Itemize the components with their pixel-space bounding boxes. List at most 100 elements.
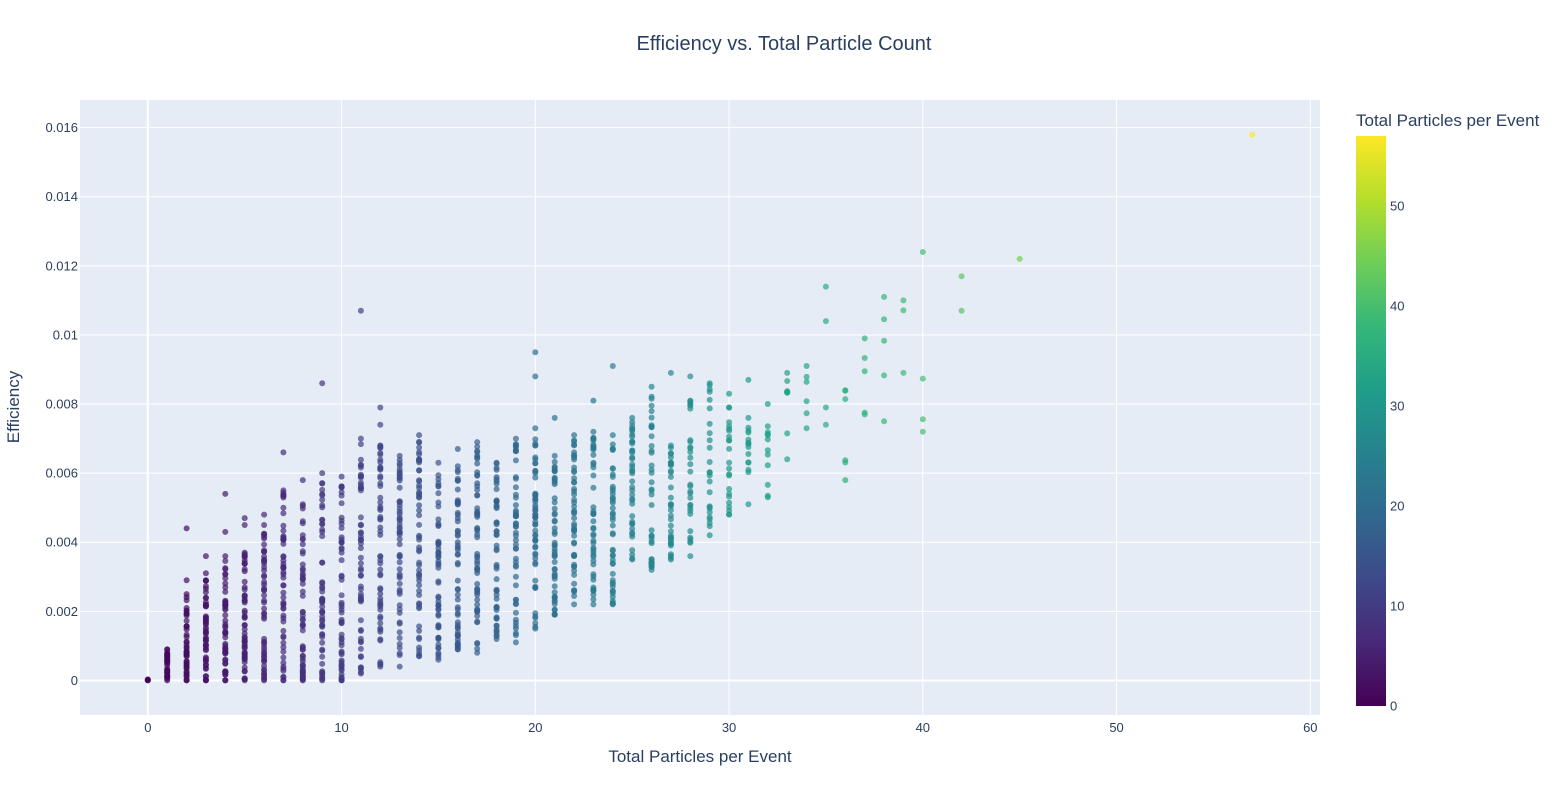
data-point — [222, 565, 229, 572]
data-point — [435, 541, 442, 548]
data-point — [416, 492, 423, 498]
data-point — [396, 619, 403, 626]
data-point — [609, 505, 616, 512]
data-point — [202, 626, 209, 633]
data-point — [357, 664, 364, 671]
data-point — [648, 469, 655, 476]
data-point — [532, 615, 539, 621]
data-point — [416, 562, 423, 568]
data-point — [590, 472, 597, 479]
data-point — [261, 548, 268, 555]
data-point — [474, 443, 481, 450]
data-point — [416, 502, 423, 509]
data-point — [493, 521, 500, 528]
data-point — [474, 613, 481, 619]
data-point — [280, 633, 287, 640]
data-point — [474, 505, 481, 512]
data-point — [377, 620, 384, 627]
y-tick-labels: 0 0.002 0.004 0.006 0.008 0.01 0.012 0.014 0.016 — [45, 120, 78, 688]
data-point — [803, 425, 810, 432]
data-point — [706, 514, 713, 521]
data-point — [222, 598, 229, 605]
data-point — [454, 518, 461, 525]
data-point — [454, 467, 461, 474]
data-point — [435, 593, 442, 600]
data-point — [551, 601, 558, 607]
data-point — [357, 479, 364, 486]
data-point — [299, 536, 306, 542]
data-point — [357, 485, 364, 492]
data-point — [667, 522, 674, 529]
data-point — [571, 432, 578, 439]
data-point — [396, 571, 403, 578]
data-point — [280, 491, 287, 498]
data-point — [842, 396, 849, 403]
data-point — [764, 492, 771, 499]
data-point — [474, 492, 481, 499]
colorbar-tick-label: 30 — [1390, 399, 1404, 414]
data-point — [357, 560, 364, 567]
data-point — [551, 479, 558, 486]
data-point — [202, 613, 209, 620]
data-point — [590, 484, 597, 491]
data-point — [377, 625, 384, 632]
data-point — [648, 383, 655, 390]
data-point — [222, 571, 229, 578]
data-point — [454, 531, 461, 538]
data-point — [183, 626, 190, 633]
data-point — [338, 631, 345, 638]
data-point — [435, 459, 442, 466]
x-tick-label: 40 — [916, 720, 930, 735]
data-point — [551, 464, 558, 471]
data-point — [338, 576, 345, 583]
data-point — [493, 633, 500, 640]
data-point — [551, 583, 558, 590]
data-point — [590, 451, 597, 458]
data-point — [357, 597, 364, 603]
data-point — [241, 551, 248, 558]
data-point — [299, 580, 306, 587]
data-point — [377, 590, 384, 597]
data-point — [590, 591, 597, 598]
data-point — [571, 507, 578, 514]
data-point — [338, 642, 345, 649]
data-point — [222, 584, 229, 591]
data-point — [202, 577, 209, 584]
data-point — [474, 448, 481, 455]
data-point — [377, 444, 384, 451]
data-point — [493, 466, 500, 473]
data-point — [648, 395, 655, 402]
data-point — [551, 566, 558, 573]
data-point — [280, 565, 287, 572]
data-point — [319, 480, 326, 487]
data-point — [861, 409, 868, 416]
data-point — [377, 636, 384, 643]
data-point — [784, 430, 791, 437]
data-point — [357, 639, 364, 646]
data-point — [299, 627, 306, 634]
data-point — [512, 600, 519, 607]
data-point — [357, 653, 364, 660]
data-point — [377, 404, 384, 411]
data-point — [629, 455, 636, 462]
data-point — [532, 511, 539, 518]
data-point — [338, 592, 345, 599]
data-point — [396, 536, 403, 543]
data-point — [648, 462, 655, 469]
data-point — [416, 582, 423, 589]
data-point — [629, 500, 636, 507]
data-point — [609, 522, 616, 529]
data-point — [745, 440, 752, 447]
data-point — [377, 459, 384, 466]
data-point — [706, 444, 713, 451]
data-point — [202, 553, 209, 560]
data-point — [958, 307, 965, 314]
data-point — [745, 459, 752, 466]
data-point — [357, 627, 364, 634]
data-point — [726, 404, 733, 411]
data-point — [571, 571, 578, 578]
data-point — [493, 497, 500, 504]
data-point — [551, 495, 558, 502]
data-point — [881, 316, 888, 323]
